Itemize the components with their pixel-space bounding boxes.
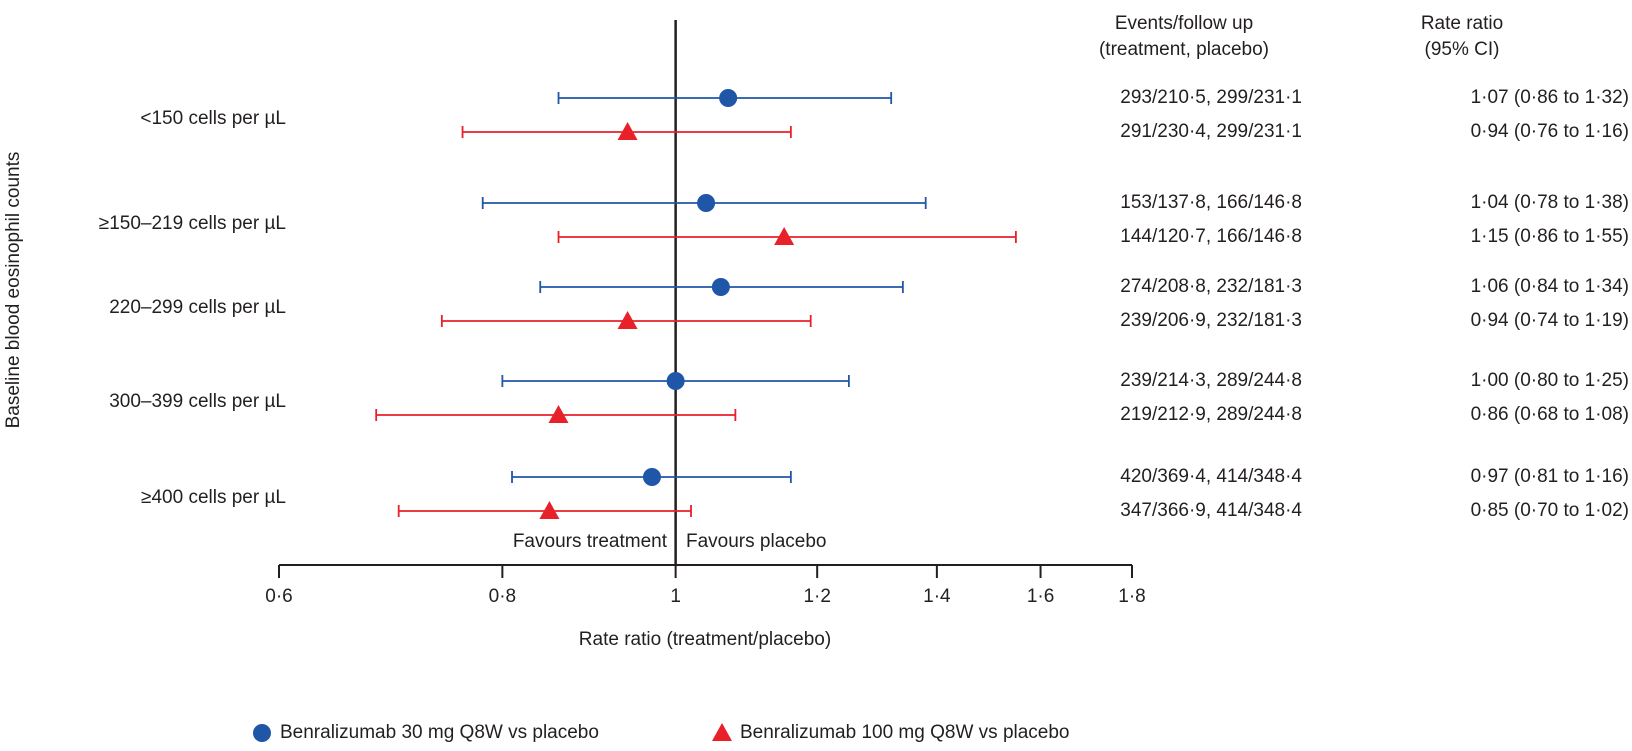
x-tick-label: 1·2 (803, 586, 830, 607)
events-text: 219/212·9, 289/244·8 (1120, 404, 1302, 425)
value-label: 0·94 (0·74 to 1·19) (1471, 310, 1629, 331)
point-marker (548, 405, 569, 423)
point-marker (617, 311, 638, 329)
annotation: Favours treatment (513, 531, 668, 552)
point-marker (642, 468, 661, 486)
y-axis-label: Baseline blood eosinophil counts (3, 152, 24, 429)
legend-label: Benralizumab 30 mg Q8W vs placebo (280, 722, 599, 743)
x-tick-label: 1 (670, 586, 681, 607)
value-label: 1·06 (0·84 to 1·34) (1471, 276, 1629, 297)
events-text: 274/208·8, 232/181·3 (1120, 276, 1302, 297)
events-text: 420/369·4, 414/348·4 (1120, 466, 1302, 487)
point-marker (711, 278, 730, 296)
events-text: 291/230·4, 299/231·1 (1120, 121, 1302, 142)
value-label: 1·07 (0·86 to 1·32) (1471, 87, 1629, 108)
events-text: 239/214·3, 289/244·8 (1120, 370, 1302, 391)
column-header: (treatment, placebo) (1099, 39, 1269, 60)
x-tick-label: 1·8 (1118, 586, 1145, 607)
category-label: <150 cells per µL (140, 108, 286, 129)
x-tick-label: 0·6 (265, 586, 292, 607)
x-tick-label: 1·4 (923, 586, 951, 607)
point-marker (539, 501, 560, 519)
events-text: 153/137·8, 166/146·8 (1120, 192, 1302, 213)
value-label: 0·85 (0·70 to 1·02) (1471, 500, 1629, 521)
events-text: 239/206·9, 232/181·3 (1120, 310, 1302, 331)
x-axis-label: Rate ratio (treatment/placebo) (579, 629, 831, 650)
legend-marker (712, 723, 732, 741)
column-header: Events/follow up (1115, 13, 1253, 34)
value-label: 0·97 (0·81 to 1·16) (1471, 466, 1629, 487)
point-marker (719, 89, 738, 107)
value-label: 1·15 (0·86 to 1·55) (1471, 226, 1629, 247)
point-marker (697, 194, 716, 212)
category-label: ≥150–219 cells per µL (99, 213, 286, 234)
point-marker (617, 122, 638, 140)
category-label: ≥400 cells per µL (141, 487, 286, 508)
x-tick-label: 1·6 (1027, 586, 1054, 607)
legend-label: Benralizumab 100 mg Q8W vs placebo (740, 722, 1070, 743)
legend-marker (253, 724, 271, 742)
column-header: Rate ratio (1421, 13, 1503, 34)
x-tick-label: 0·8 (489, 586, 516, 607)
point-marker (666, 372, 685, 390)
category-label: 220–299 cells per µL (109, 297, 286, 318)
value-label: 0·94 (0·76 to 1·16) (1471, 121, 1629, 142)
events-text: 293/210·5, 299/231·1 (1120, 87, 1302, 108)
point-marker (774, 227, 795, 245)
annotation: Favours placebo (686, 531, 826, 552)
events-text: 144/120·7, 166/146·8 (1120, 226, 1302, 247)
column-header: (95% CI) (1425, 39, 1500, 60)
value-label: 1·00 (0·80 to 1·25) (1471, 370, 1629, 391)
events-text: 347/366·9, 414/348·4 (1120, 500, 1302, 521)
value-label: 0·86 (0·68 to 1·08) (1471, 404, 1629, 425)
value-label: 1·04 (0·78 to 1·38) (1471, 192, 1629, 213)
category-label: 300–399 cells per µL (109, 391, 286, 412)
